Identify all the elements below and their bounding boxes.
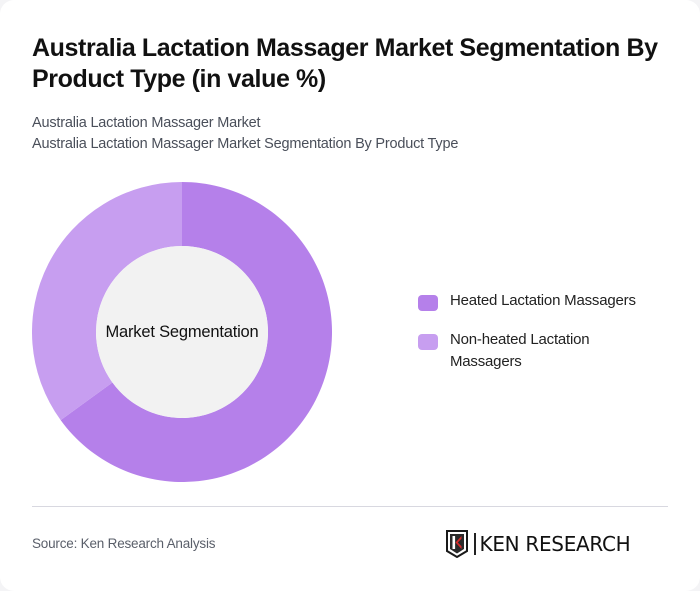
logo-wordmark: KEN RESEARCH (479, 532, 631, 556)
legend-label-non-heated: Non-heated Lactation Massagers (450, 331, 590, 370)
donut-hole (96, 246, 268, 418)
logo-separator (474, 533, 476, 555)
subtitle-segmentation: Australia Lactation Massager Market Segm… (32, 136, 459, 152)
footer-divider (32, 506, 668, 507)
ken-research-shield-icon (446, 530, 468, 558)
legend-swatch-heated (418, 295, 438, 311)
donut-slice-heated[interactable] (60, 182, 332, 482)
legend-item-heated[interactable]: Heated Lactation Massagers (418, 290, 678, 312)
donut-slice-non-heated[interactable] (32, 182, 182, 421)
source-note: Source: Ken Research Analysis (32, 536, 216, 551)
donut-center-label: Market Segmentation (105, 322, 259, 341)
legend-swatch-non-heated (418, 334, 438, 350)
chart-legend: Heated Lactation Massagers Non-heated La… (418, 290, 678, 373)
subtitle-market: Australia Lactation Massager Market (32, 115, 261, 131)
donut-chart: Market Segmentation (32, 182, 332, 482)
ken-research-logo: KEN RESEARCH (446, 529, 631, 559)
donut-svg (32, 182, 332, 482)
chart-title: Australia Lactation Massager Market Segm… (32, 34, 658, 93)
legend-item-non-heated[interactable]: Non-heated Lactation Massagers (418, 329, 640, 373)
legend-label-heated: Heated Lactation Massagers (450, 292, 636, 309)
